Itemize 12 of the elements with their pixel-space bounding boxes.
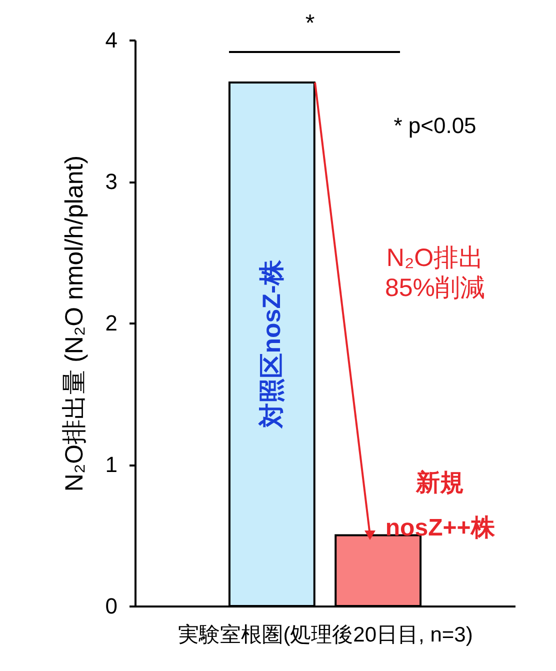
annotation: N₂O排出 85%削減 (384, 244, 486, 302)
y-tick-label: 2 (105, 310, 118, 336)
x-axis-title: 実験室根圏(処理後20日目, n=3) (178, 624, 473, 646)
y-tick-label: 4 (105, 28, 118, 52)
text: * (305, 10, 315, 37)
y-tick-label: 3 (105, 169, 118, 194)
y-tick-label: 0 (105, 594, 118, 618)
y-tick-label: 1 (105, 452, 118, 477)
x-tick-label: 対照区nosZ-株 (258, 259, 286, 430)
x-tick-label: 新規 nosZ++株 (385, 469, 496, 542)
y-axis-title: N₂O排出量 (N₂O nmol/h/plant) (60, 155, 88, 492)
annotation: * p<0.05 (394, 113, 476, 138)
